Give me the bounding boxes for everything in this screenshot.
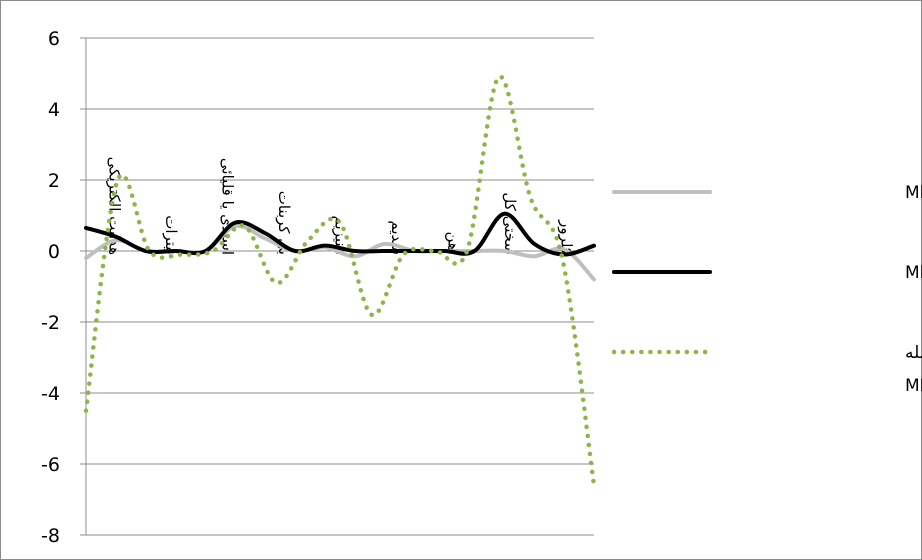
y-tick-label: -2 [41,312,60,334]
y-tick-label: -6 [41,454,60,476]
category-label: نیترات [162,215,180,255]
legend-label: کریجینگ کروی MBE [905,182,922,203]
category-label: بی کربنات [275,191,293,255]
y-tick-label: 6 [48,28,60,50]
y-tick-label: -8 [41,525,60,547]
series-line-1 [84,211,596,257]
y-tick-label: 2 [48,170,60,192]
legend-label: وزن دهی معکوس فاصله [905,343,922,363]
category-label: هدایت الکتریکی [106,157,124,255]
series-line-2 [83,74,597,488]
legend-label: MBE [905,376,922,396]
y-tick-label: -4 [41,383,60,405]
category-label: اسیدی یا قلیائی [219,158,237,255]
y-tick-label: 0 [48,241,60,263]
category-label: سختی کل [501,192,519,255]
legend-label: کریجینگ نمایی MBE [905,262,922,283]
y-tick-label: 4 [48,99,60,121]
